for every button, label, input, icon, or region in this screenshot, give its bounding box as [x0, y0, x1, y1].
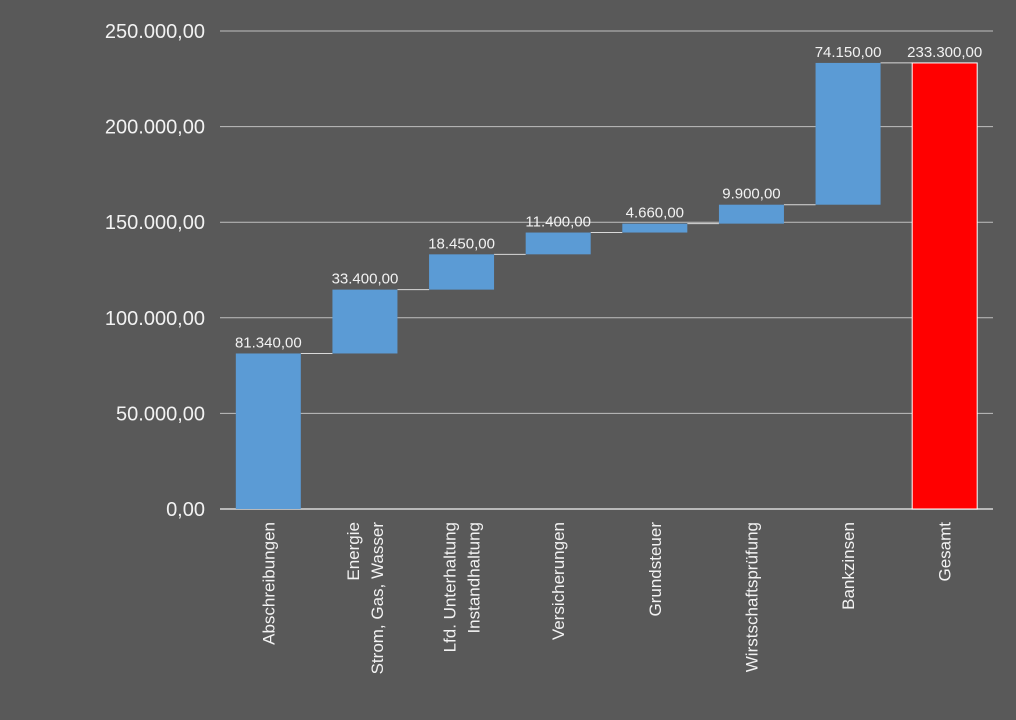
- x-axis-category-labels: Abschreibungen Energie Strom, Gas, Wasser L…: [259, 522, 954, 675]
- category-label: Versicherungen: [549, 522, 568, 640]
- category-label-line: Gesamt: [936, 522, 955, 582]
- y-tick-label: 150.000,00: [105, 212, 205, 234]
- y-axis-tick-labels: 0,00 50.000,00 100.000,00 150.000,00 200.000…: [105, 21, 205, 521]
- category-label-line: Bankzinsen: [839, 522, 858, 610]
- category-label: Abschreibungen: [259, 522, 278, 645]
- category-label: Gesamt: [936, 522, 955, 582]
- category-label: Grundsteuer: [646, 522, 665, 617]
- waterfall-bar: [622, 223, 688, 233]
- category-label: Lfd. Unterhaltung Instandhaltung: [441, 522, 484, 652]
- category-label-line: Instandhaltung: [465, 522, 484, 634]
- category-label-line: Abschreibungen: [259, 522, 278, 645]
- data-label: 33.400,00: [332, 271, 399, 288]
- total-bar: [911, 62, 978, 510]
- category-label-line: Lfd. Unterhaltung: [441, 522, 460, 652]
- bars: [235, 62, 978, 510]
- waterfall-bar: [332, 289, 398, 354]
- data-label: 233.300,00: [907, 44, 982, 61]
- data-label: 18.450,00: [428, 235, 495, 252]
- y-tick-label: 250.000,00: [105, 21, 205, 43]
- y-tick-label: 100.000,00: [105, 308, 205, 330]
- category-label-line: Versicherungen: [549, 522, 568, 640]
- category-label: Wirstschaftsprüfung: [742, 522, 761, 672]
- category-label-line: Energie: [344, 522, 363, 581]
- waterfall-bar: [718, 204, 784, 224]
- data-labels: 81.340,00 33.400,00 18.450,00 11.400,00 4.66…: [235, 44, 982, 352]
- y-tick-label: 0,00: [166, 499, 205, 521]
- waterfall-bar: [525, 232, 591, 255]
- y-tick-label: 200.000,00: [105, 117, 205, 139]
- waterfall-bar: [235, 353, 301, 509]
- category-label: Energie Strom, Gas, Wasser: [344, 522, 387, 675]
- data-label: 74.150,00: [815, 44, 882, 61]
- y-tick-label: 50.000,00: [116, 403, 205, 425]
- category-label-line: Wirstschaftsprüfung: [742, 522, 761, 672]
- category-label: Bankzinsen: [839, 522, 858, 610]
- data-label: 4.660,00: [626, 205, 684, 222]
- data-label: 9.900,00: [722, 186, 780, 203]
- waterfall-bar: [429, 254, 495, 290]
- category-label-line: Strom, Gas, Wasser: [368, 522, 387, 675]
- category-label-line: Grundsteuer: [646, 522, 665, 617]
- data-label: 11.400,00: [525, 214, 591, 231]
- connector-lines: [300, 62, 913, 354]
- waterfall-bar: [815, 62, 881, 205]
- data-label: 81.340,00: [235, 334, 302, 351]
